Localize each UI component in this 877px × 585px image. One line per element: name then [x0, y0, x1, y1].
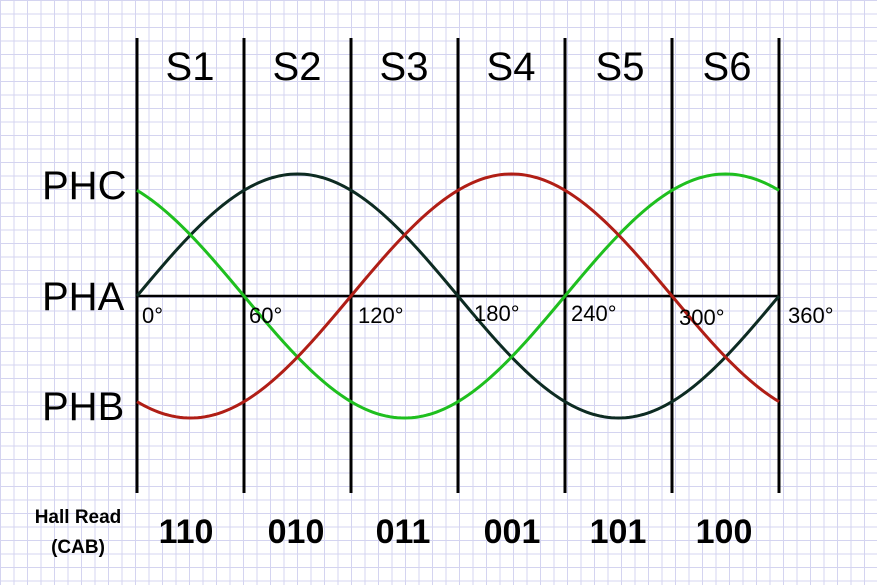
sector-label-s3: S3	[380, 45, 429, 89]
hall-read-title-line1: Hall Read	[35, 507, 122, 528]
angle-tick-180: 180°	[474, 301, 520, 326]
wave-pha	[135, 172, 781, 420]
angle-tick-0: 0°	[142, 303, 163, 328]
hall-code-s1: 110	[159, 513, 214, 551]
sector-label-s4: S4	[487, 45, 536, 89]
angle-ticks: 0° 60° 120° 180° 240° 300° 360°	[142, 301, 834, 330]
angle-tick-300: 300°	[679, 305, 725, 330]
sector-label-s2: S2	[273, 45, 322, 89]
angle-tick-360: 360°	[788, 303, 834, 328]
hall-read-title-line2: (CAB)	[51, 537, 105, 558]
angle-tick-60: 60°	[249, 303, 282, 328]
hall-code-s5: 101	[590, 513, 647, 551]
hall-code-s4: 001	[484, 513, 541, 551]
hall-codes: 110 010 011 001 101 100	[159, 513, 753, 551]
wave-phc	[136, 172, 780, 420]
angle-tick-120: 120°	[358, 303, 404, 328]
phase-label-phb: PHB	[42, 385, 124, 429]
hall-code-s2: 010	[268, 513, 325, 551]
waveforms	[135, 172, 781, 420]
wave-phb	[136, 172, 780, 420]
sector-dividers	[135, 38, 781, 493]
sector-headers: S1 S2 S3 S4 S5 S6	[166, 45, 752, 89]
hall-code-s3: 011	[376, 513, 431, 551]
phase-label-phc: PHC	[42, 164, 126, 208]
phase-label-pha: PHA	[42, 275, 125, 319]
angle-tick-240: 240°	[571, 301, 617, 326]
sector-label-s1: S1	[166, 45, 215, 89]
hall-read-title: Hall Read (CAB)	[35, 507, 122, 558]
sector-label-s5: S5	[596, 45, 645, 89]
hall-code-s6: 100	[696, 513, 753, 551]
sector-label-s6: S6	[703, 45, 752, 89]
